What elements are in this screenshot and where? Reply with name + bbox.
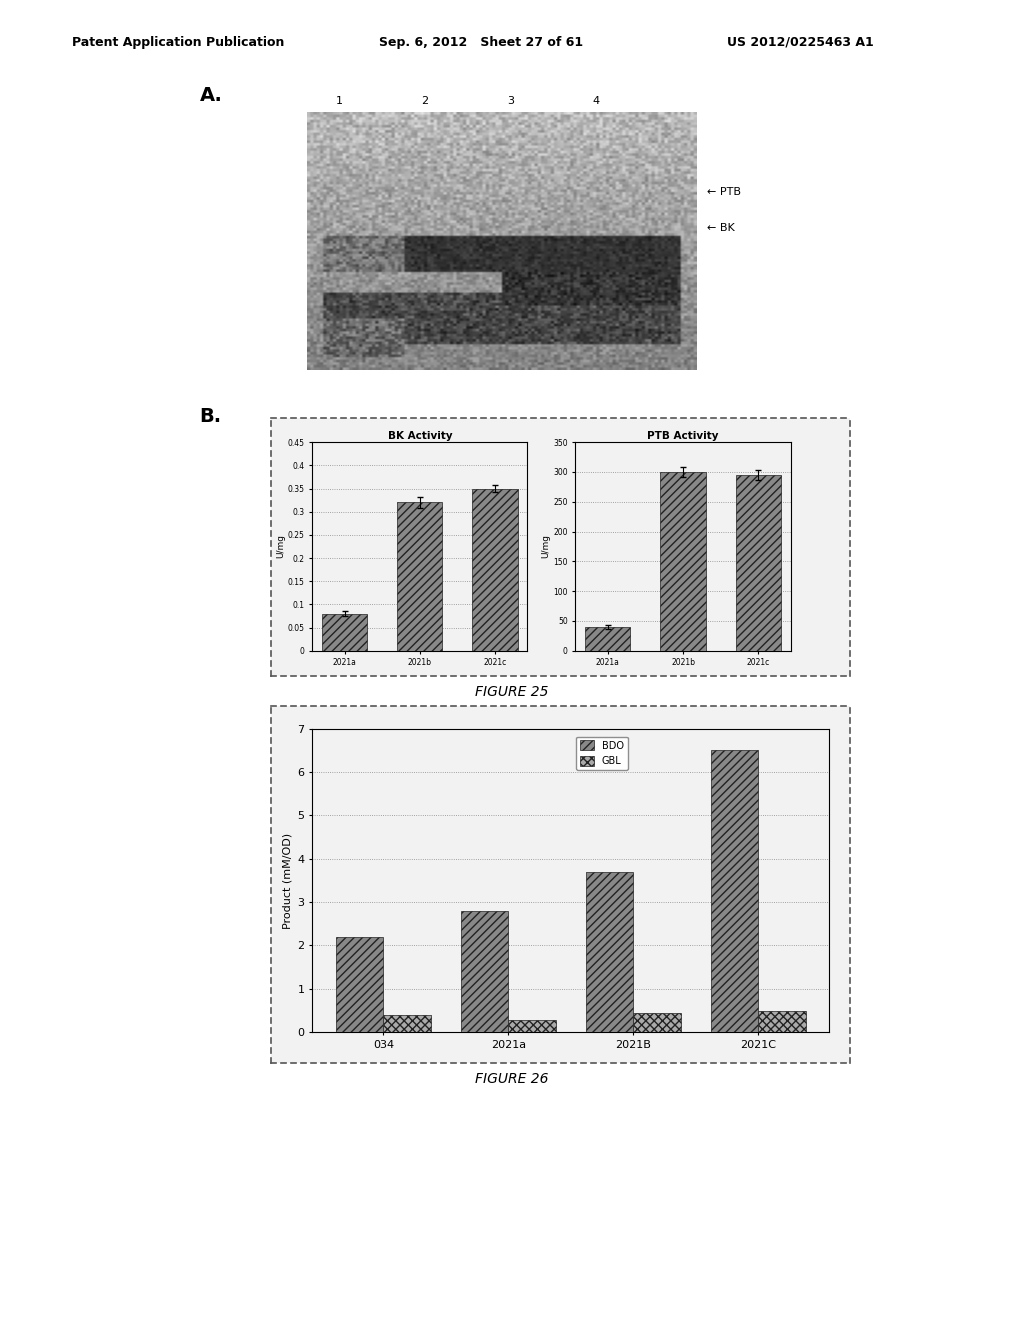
- Bar: [472, 488, 517, 651]
- Title: PTB Activity: PTB Activity: [647, 432, 719, 441]
- Text: Sep. 6, 2012   Sheet 27 of 61: Sep. 6, 2012 Sheet 27 of 61: [379, 36, 583, 49]
- Text: US 2012/0225463 A1: US 2012/0225463 A1: [727, 36, 873, 49]
- Bar: [735, 475, 780, 651]
- Text: FIGURE 26: FIGURE 26: [475, 1072, 549, 1086]
- Title: BK Activity: BK Activity: [387, 432, 453, 441]
- Text: 2: 2: [422, 95, 429, 106]
- Bar: [397, 503, 442, 651]
- Text: ← BK: ← BK: [707, 223, 734, 234]
- Bar: [336, 937, 383, 1032]
- Bar: [586, 627, 631, 651]
- Text: FIGURE 25: FIGURE 25: [475, 685, 549, 700]
- Text: ← PTB: ← PTB: [707, 187, 740, 197]
- Y-axis label: U/mg: U/mg: [275, 535, 285, 558]
- Text: B.: B.: [200, 407, 222, 425]
- Bar: [711, 750, 759, 1032]
- Bar: [508, 1020, 556, 1032]
- Bar: [660, 473, 706, 651]
- Text: 4: 4: [593, 95, 600, 106]
- Legend: BDO, GBL: BDO, GBL: [575, 737, 628, 770]
- Text: 3: 3: [507, 95, 514, 106]
- Text: A.: A.: [200, 86, 222, 104]
- Bar: [323, 614, 368, 651]
- Bar: [383, 1015, 431, 1032]
- Y-axis label: Product (mM/OD): Product (mM/OD): [282, 833, 292, 928]
- Bar: [759, 1011, 806, 1032]
- Bar: [586, 871, 634, 1032]
- Text: Patent Application Publication: Patent Application Publication: [72, 36, 284, 49]
- Bar: [461, 911, 508, 1032]
- Y-axis label: U/mg: U/mg: [542, 535, 551, 558]
- Text: 1: 1: [336, 95, 343, 106]
- Bar: [634, 1012, 681, 1032]
